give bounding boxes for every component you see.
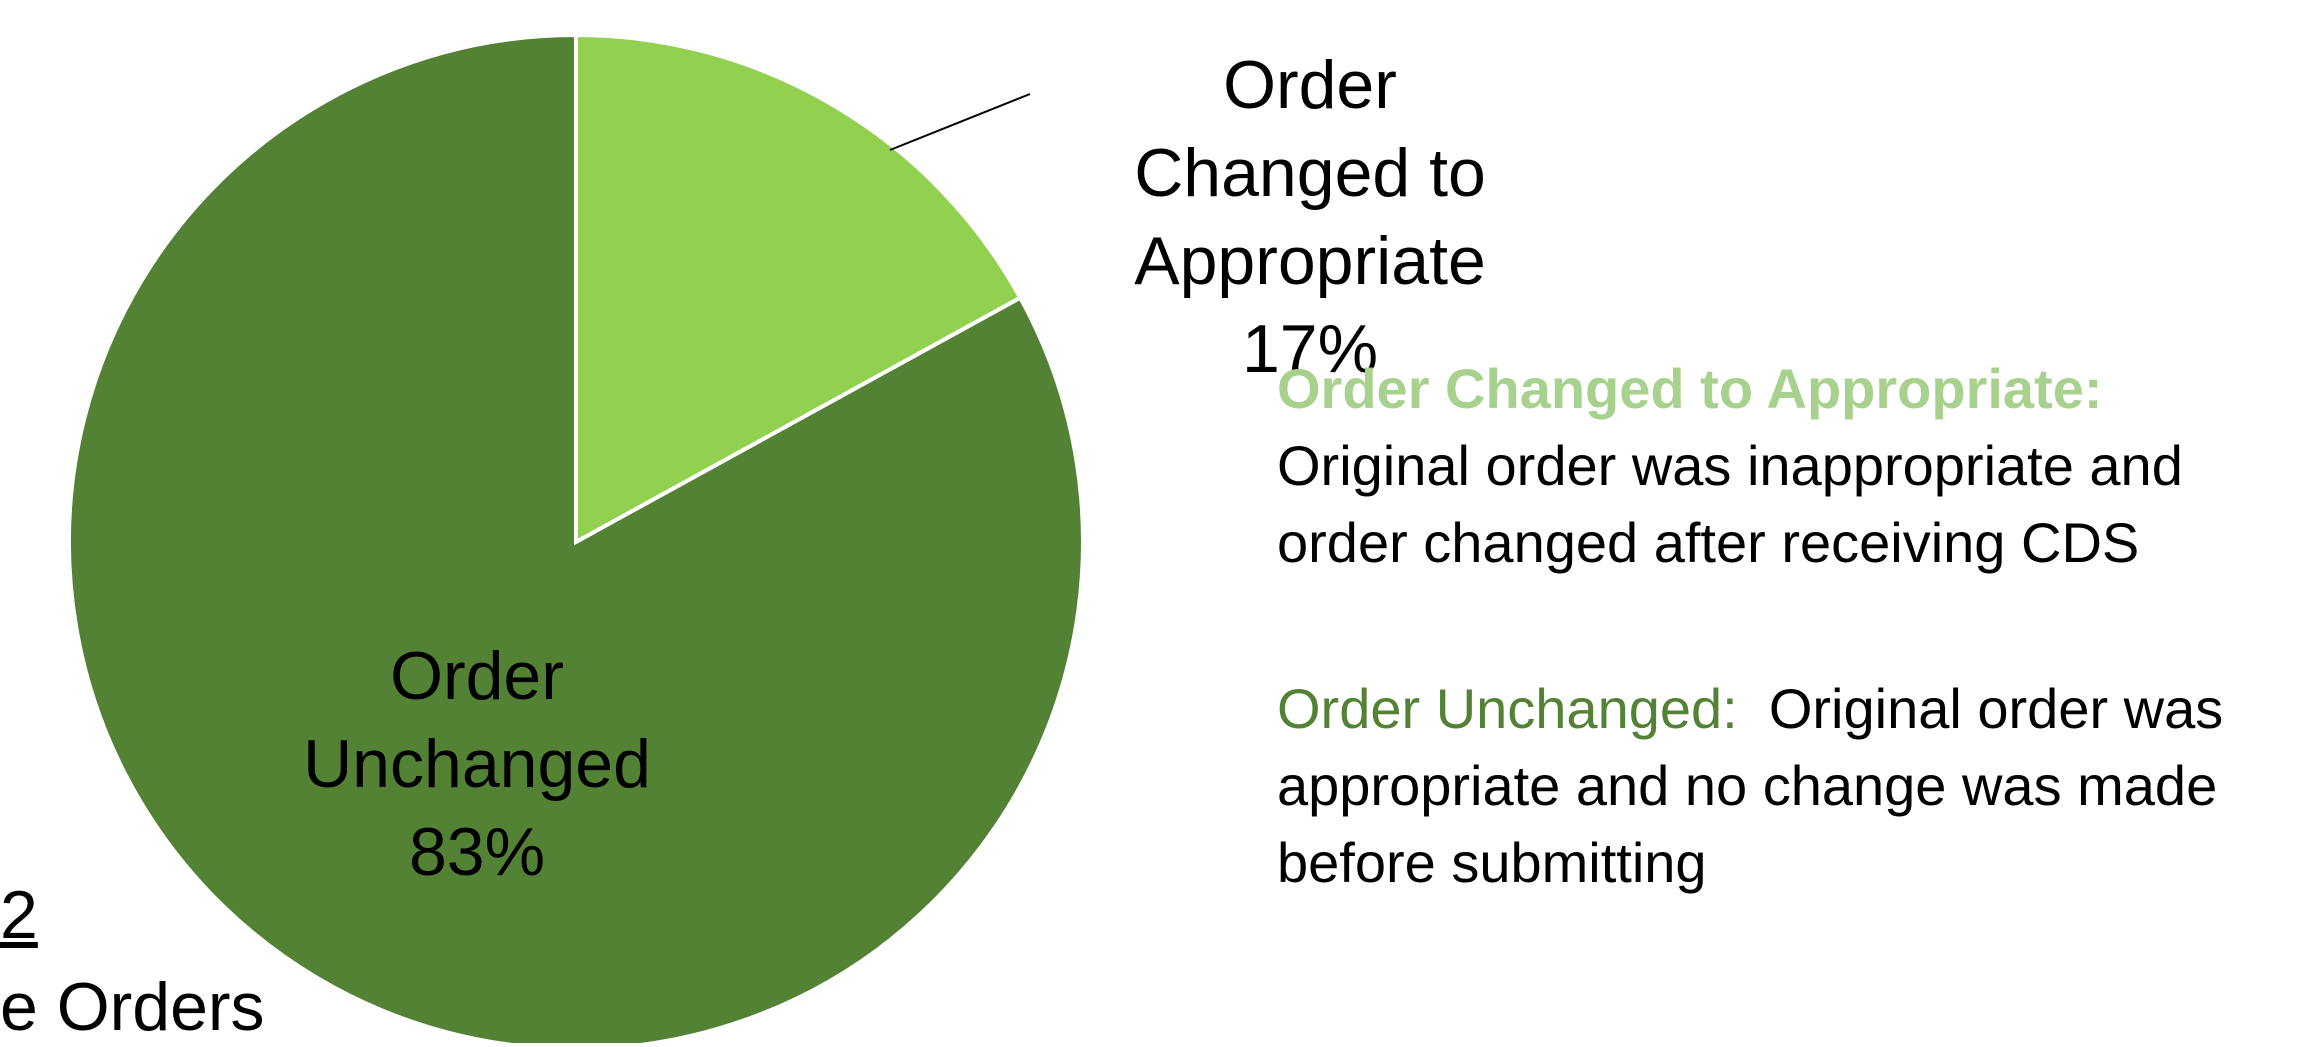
note: Order Unchanged: Original order was appr… — [1277, 670, 2315, 901]
slice-label-value: 83% — [408, 814, 546, 890]
annotation: 2 — [0, 877, 38, 953]
pie-slice — [574, 32, 1024, 546]
leader-line — [889, 93, 1031, 151]
annotation: e Orders — [0, 969, 265, 1045]
note: Order Changed to Appropriate: Original o… — [1277, 350, 2315, 581]
note-text: Original order was appropriate and no ch… — [1277, 677, 2224, 894]
slice-label-value: 17% — [1241, 311, 1379, 387]
note-term: Order Unchanged: — [1277, 677, 1738, 740]
slice-label: Order Changed to Appropriate 17% — [1090, 41, 1530, 393]
note-term: Order Changed to Appropriate: — [1277, 357, 2103, 420]
slice-label: Order Unchanged 83% — [267, 632, 687, 896]
note-text: Original order was inappropriate and ord… — [1277, 434, 2183, 574]
slice-label-name: Order Unchanged — [303, 638, 651, 802]
pie-slice — [67, 32, 1085, 1043]
slice-label-name: Order Changed to Appropriate — [1134, 47, 1486, 299]
